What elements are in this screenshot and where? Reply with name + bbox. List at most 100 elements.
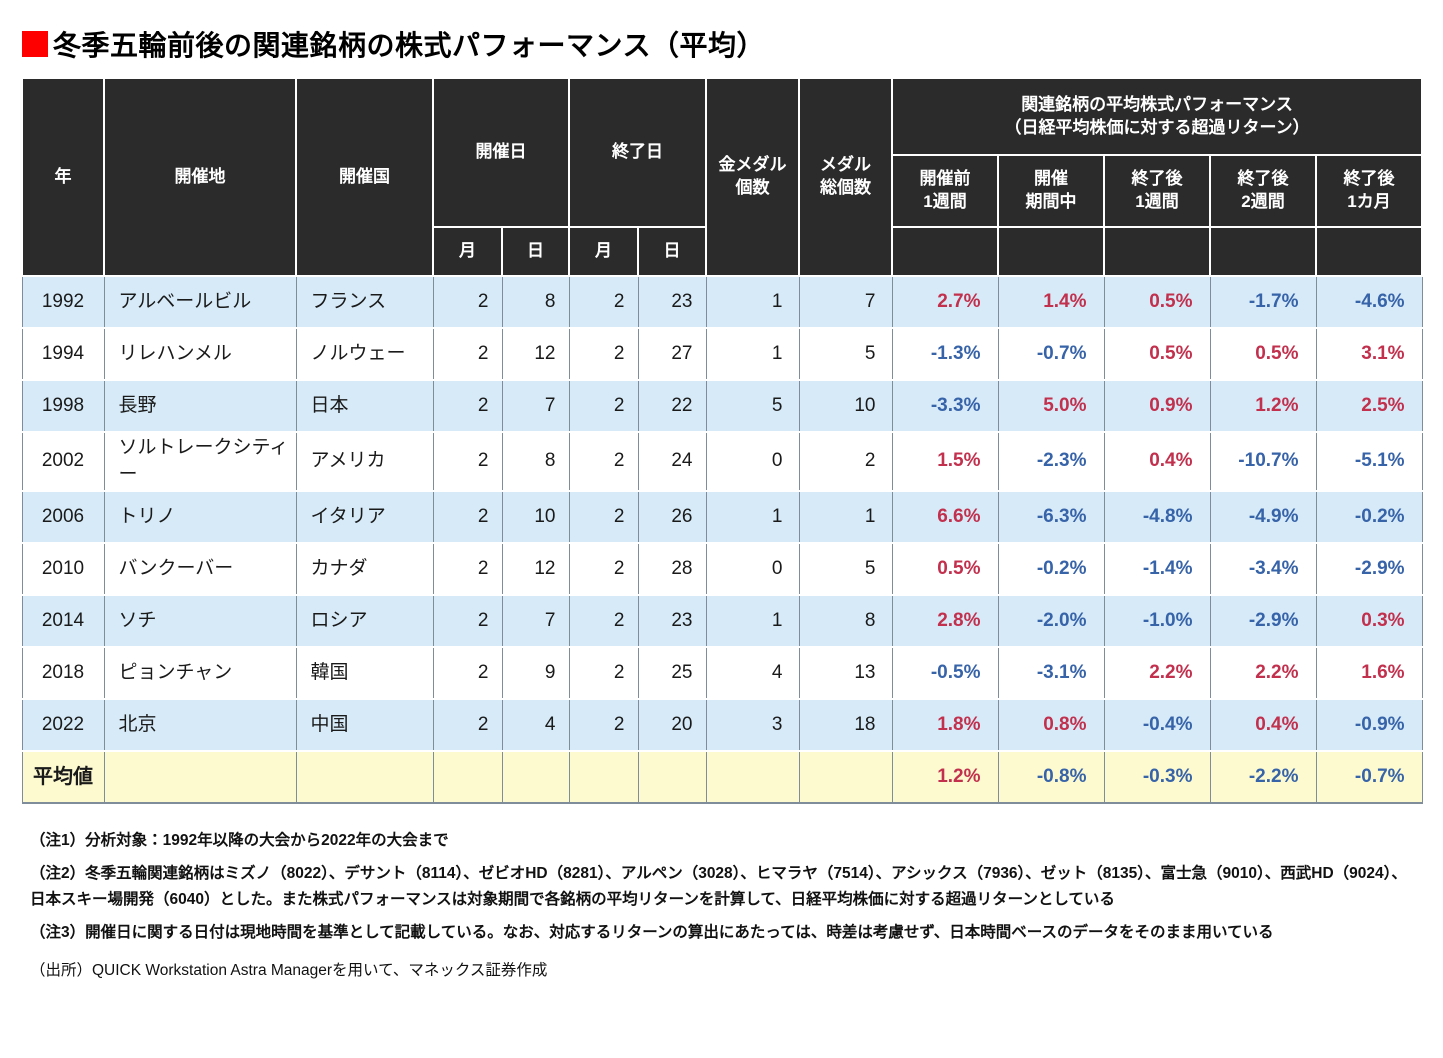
cell-performance: 0.5%: [891, 542, 999, 597]
cell-performance: -10.7%: [1209, 430, 1317, 493]
cell-end-day: 28: [637, 542, 707, 597]
cell-performance: 6.6%: [891, 490, 999, 545]
cell-gold-medals: 5: [705, 379, 800, 433]
cell-year: 2014: [21, 594, 105, 649]
cell-host-country: ノルウェー: [295, 327, 434, 381]
cell-year: 2002: [21, 430, 105, 493]
cell-performance: 0.9%: [1103, 379, 1211, 433]
cell-total-medals: 18: [798, 698, 893, 753]
cell-performance: 1.4%: [997, 275, 1105, 329]
cell-end-month: 2: [568, 490, 639, 545]
header-spacer-cell: [997, 226, 1105, 277]
cell-end-month: 2: [568, 646, 639, 701]
cell-empty: [637, 750, 707, 805]
cell-performance: 0.5%: [1103, 327, 1211, 381]
table-row: 1992 アルベールビル フランス 2 8 2 23 1 7 2.7% 1.4% 0.5% -1.7% -…: [21, 275, 1423, 329]
col-header-year: 年: [21, 77, 105, 277]
cell-performance: -0.9%: [1315, 698, 1423, 753]
cell-end-month: 2: [568, 379, 639, 433]
cell-host-country: 日本: [295, 379, 434, 433]
cell-gold-medals: 0: [705, 430, 800, 493]
header-spacer-cell: [891, 226, 999, 277]
cell-performance: -0.2%: [997, 542, 1105, 597]
cell-performance: -2.9%: [1315, 542, 1423, 597]
cell-empty: [798, 750, 893, 805]
cell-performance: 0.4%: [1209, 698, 1317, 753]
cell-performance: 5.0%: [997, 379, 1105, 433]
cell-empty: [501, 750, 570, 805]
cell-performance: -1.4%: [1103, 542, 1211, 597]
cell-start-day: 12: [501, 327, 570, 381]
page-title: 冬季五輪前後の関連銘柄の株式パフォーマンス（平均）: [53, 30, 765, 61]
cell-performance: -1.0%: [1103, 594, 1211, 649]
cell-host-country: イタリア: [295, 490, 434, 545]
cell-performance: 3.1%: [1315, 327, 1423, 381]
cell-end-day: 26: [637, 490, 707, 545]
cell-year: 2018: [21, 646, 105, 701]
cell-end-day: 22: [637, 379, 707, 433]
col-header-post-2week: 終了後 2週間: [1209, 154, 1317, 228]
cell-host-city: リレハンメル: [103, 327, 297, 381]
cell-end-month: 2: [568, 327, 639, 381]
cell-gold-medals: 3: [705, 698, 800, 753]
cell-performance: -3.4%: [1209, 542, 1317, 597]
col-header-end-day: 日: [637, 226, 707, 277]
cell-host-city: バンクーバー: [103, 542, 297, 597]
cell-performance: -5.1%: [1315, 430, 1423, 493]
cell-end-day: 24: [637, 430, 707, 493]
cell-end-month: 2: [568, 698, 639, 753]
cell-start-month: 2: [432, 646, 503, 701]
col-header-performance-group: 関連銘柄の平均株式パフォーマンス （日経平均株価に対する超過リターン）: [890, 77, 1424, 156]
cell-empty: [103, 750, 297, 805]
cell-average-performance: 1.2%: [891, 750, 999, 805]
col-header-total-medals: メダル 総個数: [798, 77, 893, 277]
cell-performance: -2.3%: [997, 430, 1105, 493]
cell-performance: 2.8%: [891, 594, 999, 649]
cell-performance: -4.8%: [1103, 490, 1211, 545]
cell-start-month: 2: [432, 430, 503, 493]
cell-start-month: 2: [432, 698, 503, 753]
cell-performance: 0.5%: [1103, 275, 1211, 329]
cell-host-country: フランス: [295, 275, 434, 329]
cell-year: 2006: [21, 490, 105, 545]
cell-start-day: 12: [501, 542, 570, 597]
title-bar: 冬季五輪前後の関連銘柄の株式パフォーマンス（平均）: [22, 26, 1422, 62]
cell-end-day: 27: [637, 327, 707, 381]
col-header-post-1week: 終了後 1週間: [1103, 154, 1211, 228]
cell-start-month: 2: [432, 327, 503, 381]
table-row: 2010 バンクーバー カナダ 2 12 2 28 0 5 0.5% -0.2% -1.4% -3.4%…: [21, 542, 1423, 597]
footnote-2: （注2）冬季五輪関連銘柄はミズノ（8022）、デサント（8114）、ゼビオHD（…: [30, 865, 1407, 909]
cell-empty: [432, 750, 503, 805]
cell-performance: -6.3%: [997, 490, 1105, 545]
table-row: 2022 北京 中国 2 4 2 20 3 18 1.8% 0.8% -0.4% 0.4% -0.9%: [21, 698, 1423, 753]
cell-year: 2022: [21, 698, 105, 753]
cell-performance: -3.3%: [891, 379, 999, 433]
cell-performance: -4.6%: [1315, 275, 1423, 329]
cell-end-month: 2: [568, 594, 639, 649]
cell-performance: 0.5%: [1209, 327, 1317, 381]
cell-start-day: 9: [501, 646, 570, 701]
header-spacer-cell: [1103, 226, 1211, 277]
cell-performance: -1.3%: [891, 327, 999, 381]
col-header-end-month: 月: [568, 226, 639, 277]
cell-performance: 2.7%: [891, 275, 999, 329]
table-header: 年 開催地 開催国 開催日 終了日 金メダル 個数 メダル 総個数 関連銘柄の平…: [21, 77, 1424, 277]
cell-host-country: カナダ: [295, 542, 434, 597]
cell-empty: [568, 750, 639, 805]
cell-performance: -0.2%: [1315, 490, 1423, 545]
cell-end-day: 20: [637, 698, 707, 753]
cell-performance: 1.8%: [891, 698, 999, 753]
cell-total-medals: 7: [798, 275, 893, 329]
col-header-start-date: 開催日: [432, 77, 570, 228]
cell-end-day: 23: [637, 275, 707, 329]
col-header-post-1month: 終了後 1カ月: [1314, 154, 1424, 228]
cell-year: 1992: [21, 275, 105, 329]
col-header-gold-medals: 金メダル 個数: [705, 77, 800, 277]
cell-end-day: 23: [637, 594, 707, 649]
cell-start-day: 8: [501, 275, 570, 329]
cell-gold-medals: 1: [705, 594, 800, 649]
cell-host-city: トリノ: [103, 490, 297, 545]
cell-total-medals: 5: [798, 327, 893, 381]
cell-average-performance: -0.7%: [1315, 750, 1423, 805]
cell-host-country: ロシア: [295, 594, 434, 649]
